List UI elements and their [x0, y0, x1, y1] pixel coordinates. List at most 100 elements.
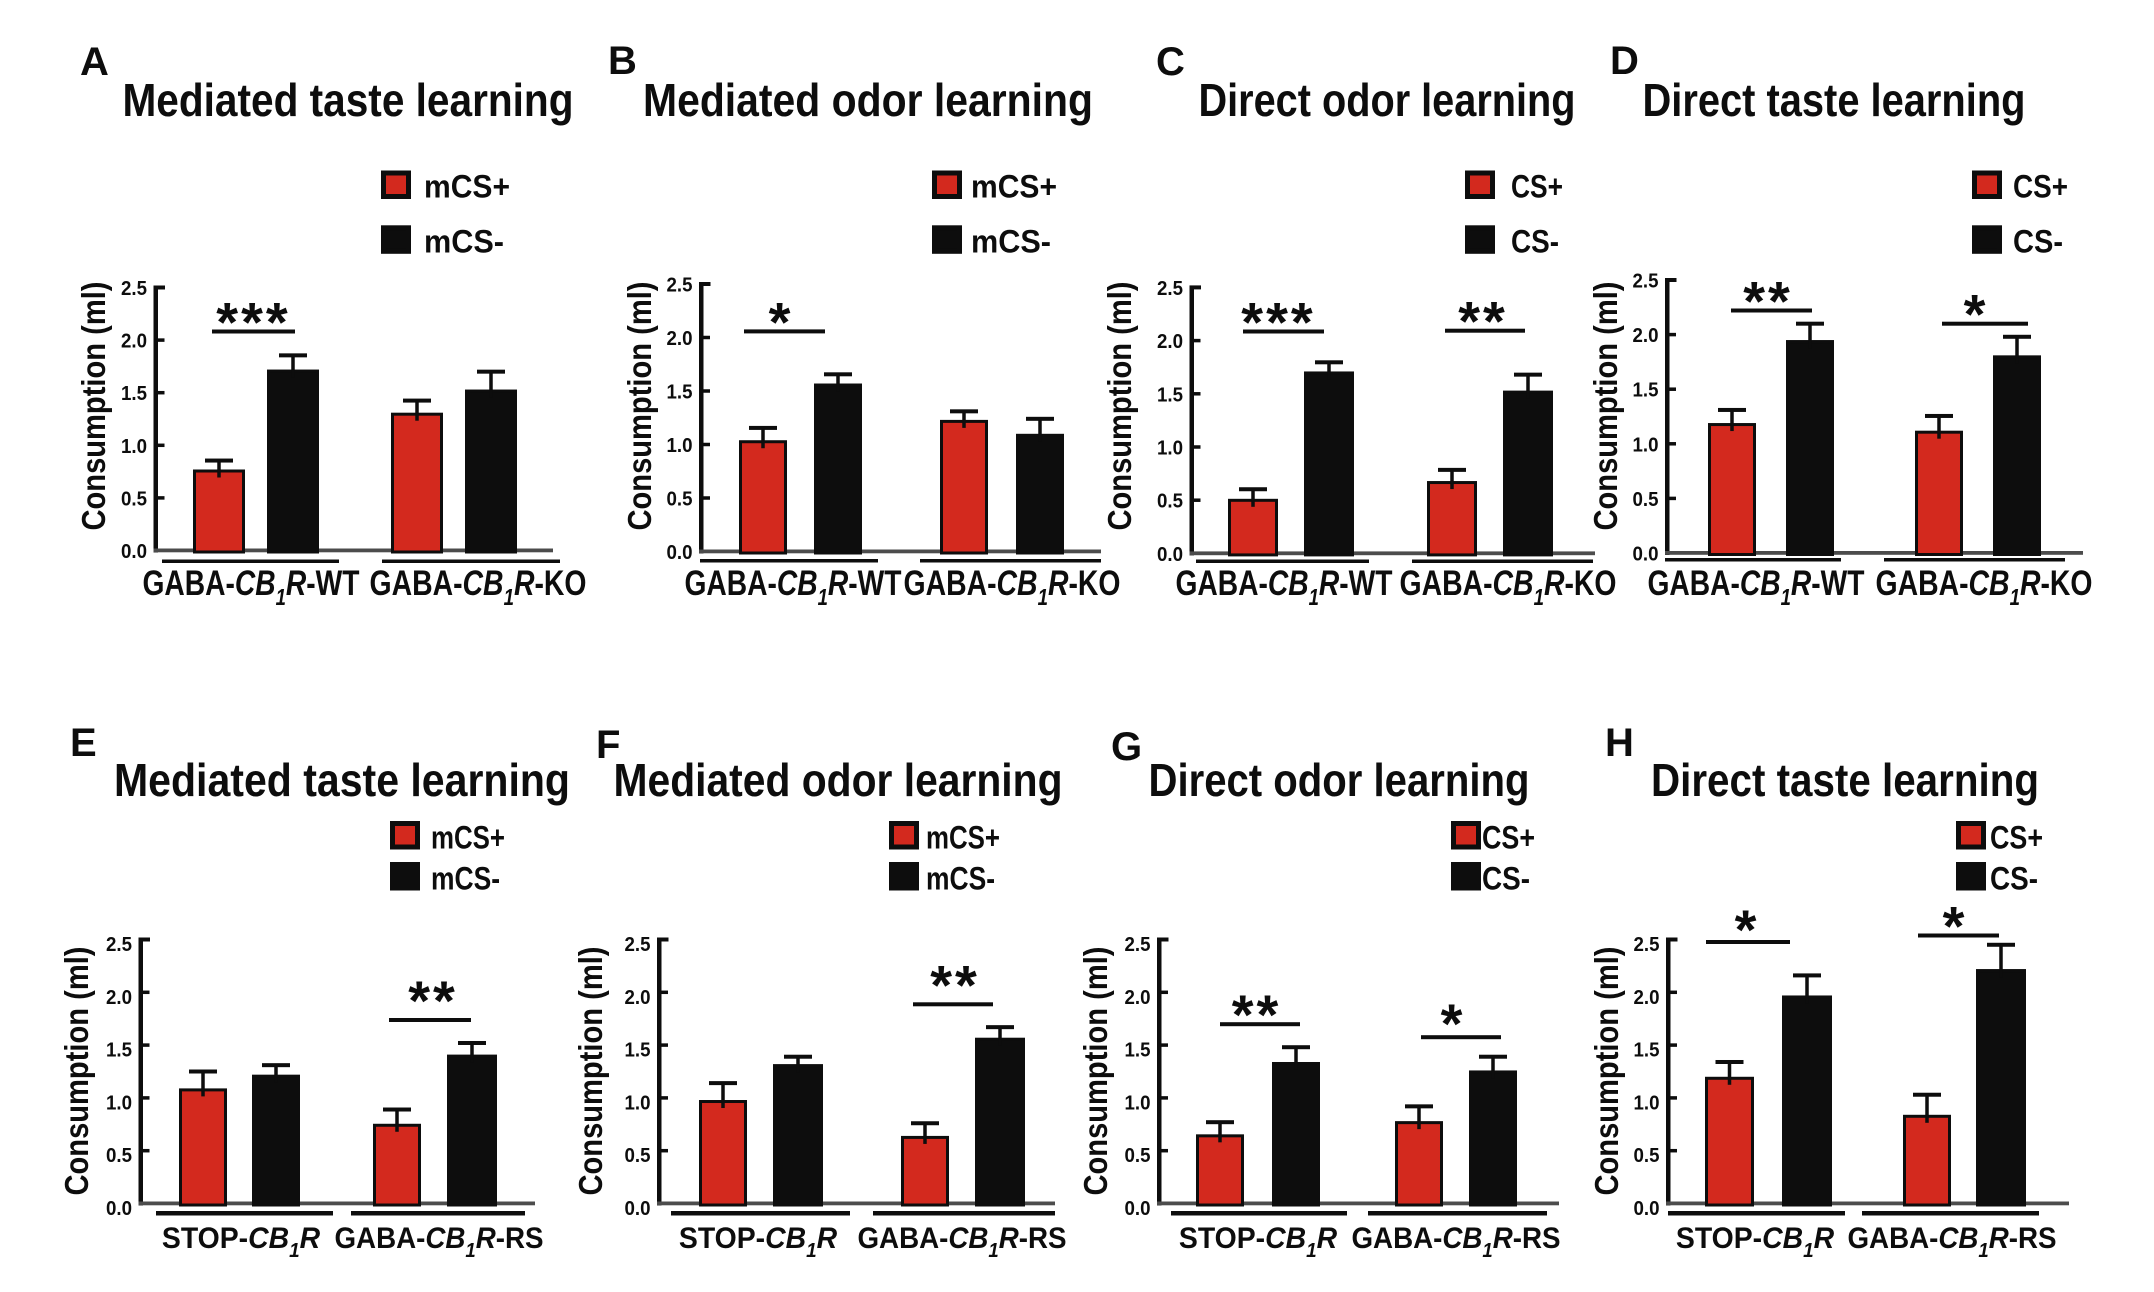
svg-text:1.5: 1.5	[106, 1039, 132, 1062]
svg-text:CS+: CS+	[1990, 820, 2043, 856]
svg-text:Direct odor learning: Direct odor learning	[1149, 754, 1530, 806]
svg-text:0.5: 0.5	[1634, 1144, 1660, 1167]
svg-text:0.0: 0.0	[1157, 543, 1183, 566]
svg-text:2.5: 2.5	[667, 274, 693, 297]
svg-text:2.0: 2.0	[1633, 324, 1659, 347]
svg-text:CS+: CS+	[1482, 820, 1535, 856]
svg-text:C: C	[1156, 40, 1185, 84]
svg-text:CS+: CS+	[1511, 169, 1563, 205]
svg-text:2.5: 2.5	[1634, 933, 1660, 956]
svg-text:mCS+: mCS+	[971, 169, 1057, 205]
svg-text:0.5: 0.5	[667, 488, 693, 511]
svg-text:0.0: 0.0	[1633, 543, 1659, 566]
svg-text:GABA-CB1​R-KO: GABA-CB1​R-KO	[1399, 563, 1616, 610]
svg-text:2.0: 2.0	[625, 986, 651, 1009]
svg-text:*: *	[1943, 895, 1968, 958]
svg-text:1.0: 1.0	[1633, 433, 1659, 456]
svg-text:1.5: 1.5	[1633, 379, 1659, 402]
svg-text:0.5: 0.5	[1633, 488, 1659, 511]
svg-text:GABA-CB1​R-RS: GABA-CB1​R-RS	[1351, 1222, 1560, 1262]
svg-text:0.0: 0.0	[625, 1197, 651, 1220]
svg-text:GABA-CB1​R-WT: GABA-CB1​R-WT	[1648, 563, 1866, 610]
svg-text:mCS+: mCS+	[431, 820, 505, 856]
svg-text:Mediated taste learning: Mediated taste learning	[114, 754, 570, 806]
svg-text:**: **	[408, 969, 458, 1032]
svg-text:Consumption (ml): Consumption (ml)	[621, 282, 658, 531]
svg-text:2.0: 2.0	[1125, 986, 1151, 1009]
svg-text:CS-: CS-	[1482, 861, 1530, 897]
svg-text:Mediated taste learning: Mediated taste learning	[123, 74, 574, 126]
svg-text:Direct taste learning: Direct taste learning	[1643, 74, 2026, 126]
svg-text:CS+: CS+	[2013, 169, 2068, 205]
svg-text:CS-: CS-	[1511, 223, 1559, 259]
svg-text:0.5: 0.5	[1157, 490, 1183, 513]
svg-text:0.0: 0.0	[121, 540, 147, 563]
svg-text:STOP-CB1​R: STOP-CB1​R	[679, 1222, 837, 1262]
svg-text:Consumption (ml): Consumption (ml)	[58, 947, 95, 1196]
svg-text:**: **	[930, 953, 980, 1016]
svg-text:2.0: 2.0	[1634, 986, 1660, 1009]
svg-text:F: F	[596, 723, 620, 767]
svg-text:2.5: 2.5	[625, 933, 651, 956]
svg-text:1.0: 1.0	[106, 1091, 132, 1114]
svg-text:GABA-CB1​R-RS: GABA-CB1​R-RS	[857, 1222, 1066, 1262]
svg-text:2.5: 2.5	[106, 933, 132, 956]
svg-text:Mediated odor learning: Mediated odor learning	[643, 74, 1093, 126]
svg-text:mCS-: mCS-	[431, 861, 500, 897]
svg-text:GABA-CB1​R-KO: GABA-CB1​R-KO	[1875, 563, 2092, 610]
svg-text:*: *	[1441, 992, 1466, 1055]
svg-text:Consumption (ml): Consumption (ml)	[1077, 947, 1114, 1196]
svg-text:CS-: CS-	[1990, 861, 2038, 897]
svg-text:*: *	[769, 290, 794, 353]
svg-text:Consumption (ml): Consumption (ml)	[1587, 282, 1624, 531]
svg-text:*: *	[1735, 898, 1760, 961]
svg-text:Consumption (ml): Consumption (ml)	[75, 282, 112, 531]
svg-text:GABA-CB1​R-RS: GABA-CB1​R-RS	[334, 1222, 543, 1262]
svg-text:***: ***	[1241, 291, 1315, 354]
svg-text:***: ***	[216, 291, 290, 354]
svg-text:1.0: 1.0	[121, 435, 147, 458]
svg-text:STOP-CB1​R: STOP-CB1​R	[1179, 1222, 1337, 1262]
svg-text:GABA-CB1​R-KO: GABA-CB1​R-KO	[903, 563, 1120, 610]
svg-text:0.5: 0.5	[121, 487, 147, 510]
svg-text:0.0: 0.0	[1125, 1197, 1151, 1220]
svg-text:1.0: 1.0	[1634, 1091, 1660, 1114]
svg-text:1.5: 1.5	[1157, 383, 1183, 406]
svg-text:**: **	[1232, 983, 1282, 1046]
svg-text:GABA-CB1​R-KO: GABA-CB1​R-KO	[369, 563, 586, 610]
svg-text:*: *	[1964, 283, 1989, 346]
svg-text:Consumption (ml): Consumption (ml)	[572, 947, 609, 1196]
svg-text:D: D	[1610, 39, 1639, 83]
svg-text:2.5: 2.5	[1633, 270, 1659, 293]
svg-text:0.5: 0.5	[106, 1144, 132, 1167]
svg-text:1.0: 1.0	[667, 434, 693, 457]
svg-text:Direct taste learning: Direct taste learning	[1651, 754, 2039, 806]
svg-text:mCS+: mCS+	[926, 820, 1000, 856]
svg-text:1.0: 1.0	[625, 1091, 651, 1114]
svg-text:2.0: 2.0	[667, 327, 693, 350]
svg-text:GABA-CB1​R-WT: GABA-CB1​R-WT	[143, 563, 361, 610]
svg-text:1.5: 1.5	[1125, 1039, 1151, 1062]
svg-text:mCS-: mCS-	[424, 223, 504, 259]
svg-text:G: G	[1111, 725, 1142, 769]
svg-text:0.0: 0.0	[1634, 1197, 1660, 1220]
svg-text:0.5: 0.5	[1125, 1144, 1151, 1167]
svg-text:2.0: 2.0	[121, 330, 147, 353]
svg-text:A: A	[80, 40, 109, 84]
svg-text:E: E	[70, 721, 97, 765]
svg-text:mCS-: mCS-	[971, 223, 1051, 259]
svg-text:2.5: 2.5	[121, 277, 147, 300]
svg-text:2.5: 2.5	[1157, 277, 1183, 300]
svg-text:STOP-CB1​R: STOP-CB1​R	[1676, 1222, 1834, 1262]
svg-text:STOP-CB1​R: STOP-CB1​R	[162, 1222, 320, 1262]
svg-text:0.5: 0.5	[625, 1144, 651, 1167]
svg-text:1.0: 1.0	[1125, 1091, 1151, 1114]
svg-text:mCS+: mCS+	[424, 169, 510, 205]
svg-text:2.5: 2.5	[1125, 933, 1151, 956]
svg-text:GABA-CB1​R-WT: GABA-CB1​R-WT	[1176, 563, 1394, 610]
svg-text:GABA-CB1​R-RS: GABA-CB1​R-RS	[1847, 1222, 2056, 1262]
svg-text:**: **	[1458, 290, 1508, 353]
svg-text:mCS-: mCS-	[926, 861, 995, 897]
svg-text:B: B	[608, 39, 637, 83]
svg-text:2.0: 2.0	[1157, 330, 1183, 353]
